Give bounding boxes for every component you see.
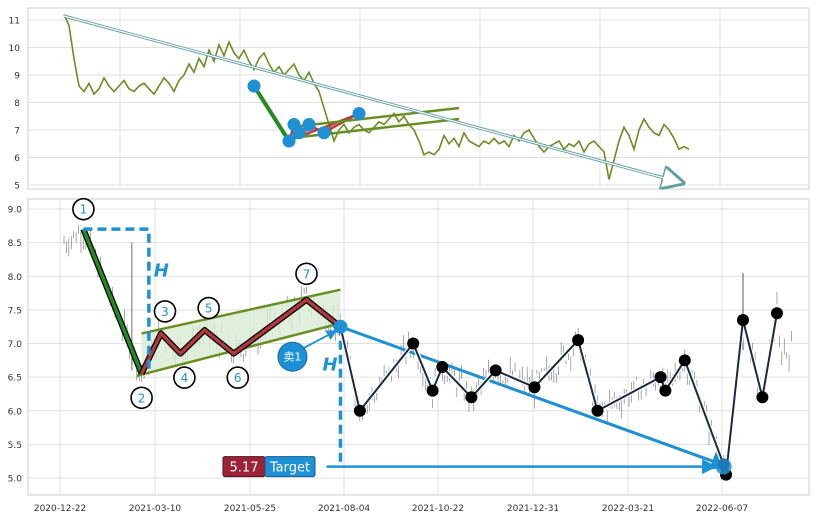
detail-point-marker bbox=[130, 386, 153, 410]
detail-point-marker bbox=[197, 296, 220, 320]
detail-x-tick-label: 2022-03-21 bbox=[602, 504, 654, 514]
overview-pattern-marker bbox=[292, 126, 306, 140]
overview-panel-frame bbox=[27, 7, 810, 190]
detail-x-tick-label: 2021-10-22 bbox=[412, 504, 464, 514]
detail-y-tick-label: 7.5 bbox=[8, 306, 22, 316]
detail-zigzag-line bbox=[339, 313, 778, 476]
detail-zigzag-dot bbox=[407, 337, 420, 350]
overview-pattern-marker bbox=[247, 79, 261, 93]
detail-target-label-box bbox=[264, 456, 316, 478]
detail-zigzag-dot bbox=[572, 334, 585, 347]
detail-x-tick-label: 2021-03-10 bbox=[129, 504, 182, 514]
overview-trend-arrow-inner bbox=[63, 15, 682, 184]
overview-pattern-marker bbox=[282, 134, 296, 148]
detail-zigzag-dot bbox=[756, 391, 769, 404]
detail-point-label: 3 bbox=[161, 305, 169, 319]
detail-target-label: Target bbox=[269, 461, 310, 476]
detail-point-marker bbox=[295, 262, 318, 286]
detail-x-ticks: 2020-12-22 2021-03-10 2021-05-25 2021-08-04… bbox=[34, 504, 748, 514]
detail-zigzag-dot bbox=[528, 381, 541, 394]
detail-height-dash-1 bbox=[83, 227, 151, 374]
overview-y-tick-label: 6 bbox=[14, 154, 20, 164]
overview-y-tick-label: 9 bbox=[14, 72, 20, 82]
detail-y-tick-label: 7.0 bbox=[8, 340, 23, 350]
detail-point-label: 5 bbox=[205, 302, 213, 316]
detail-point-label: 7 bbox=[303, 267, 311, 281]
detail-x-tick-label: 2020-12-22 bbox=[34, 504, 86, 514]
detail-point-label: 2 bbox=[138, 391, 146, 405]
detail-point-marker bbox=[72, 197, 95, 221]
detail-zigzag-dot bbox=[770, 307, 783, 320]
detail-sell-badge bbox=[277, 341, 308, 372]
overview-y-tick-label: 8 bbox=[14, 99, 20, 109]
detail-point-marker bbox=[173, 366, 196, 389]
detail-zigzag-dot bbox=[465, 391, 478, 404]
detail-x-tick-label: 2022-06-07 bbox=[696, 504, 748, 514]
overview-pattern-marker bbox=[302, 118, 316, 131]
detail-height-label-1: H bbox=[154, 260, 169, 281]
detail-x-tick-label: 2021-05-25 bbox=[224, 504, 276, 514]
detail-plot: H H 1 2 3 4 5 6 7 卖1 5.17 Target bbox=[63, 197, 792, 481]
overview-y-tick-label: 7 bbox=[14, 127, 20, 137]
detail-x-tick-label: 2021-08-04 bbox=[318, 504, 371, 514]
detail-y-tick-label: 6.0 bbox=[8, 407, 23, 417]
overview-y-tick-label: 10 bbox=[9, 44, 21, 54]
detail-zigzag-dot bbox=[654, 371, 667, 384]
detail-y-tick-label: 8.5 bbox=[8, 239, 22, 249]
detail-pattern-leg bbox=[81, 228, 144, 375]
detail-point-marker bbox=[226, 366, 250, 389]
detail-point-marker bbox=[153, 300, 177, 323]
detail-point-label: 1 bbox=[80, 203, 88, 217]
overview-channel-upper bbox=[288, 106, 460, 129]
detail-zigzag-dot bbox=[678, 354, 691, 367]
detail-y-tick-label: 5.0 bbox=[8, 475, 23, 485]
detail-point-label: 6 bbox=[234, 371, 242, 385]
detail-x-tick-label: 2021-12-31 bbox=[507, 504, 559, 514]
overview-pattern-marker bbox=[317, 126, 331, 140]
overview-price-line bbox=[63, 14, 690, 180]
overview-y-tick-label: 5 bbox=[14, 182, 20, 192]
detail-zigzag-dot bbox=[426, 384, 439, 397]
overview-y-ticks: 5 6 7 8 9 10 11 bbox=[9, 17, 21, 192]
overview-pattern-marker bbox=[352, 107, 366, 120]
detail-zigzag-dot bbox=[591, 404, 604, 417]
detail-target-marker bbox=[715, 458, 732, 475]
detail-zigzag-dot bbox=[659, 384, 672, 397]
detail-y-tick-label: 9.0 bbox=[8, 206, 23, 216]
detail-projection-arrow bbox=[339, 325, 730, 470]
detail-y-tick-label: 6.5 bbox=[8, 374, 22, 384]
detail-y-ticks: 5.0 5.5 6.0 6.5 7.0 7.5 8.0 8.5 9.0 bbox=[8, 206, 23, 485]
detail-zigzag-dot bbox=[489, 364, 502, 377]
detail-height-label-2: H bbox=[322, 354, 337, 375]
detail-sell-pointer bbox=[302, 329, 338, 350]
detail-pattern-body bbox=[140, 298, 342, 375]
detail-sell-label: 卖1 bbox=[283, 351, 301, 364]
detail-point-label: 4 bbox=[181, 371, 189, 385]
overview-y-tick-label: 11 bbox=[9, 17, 20, 27]
detail-zigzag-dot bbox=[436, 361, 449, 374]
detail-zigzag-dot bbox=[737, 313, 749, 326]
overview-plot bbox=[63, 14, 690, 184]
overview-grid bbox=[28, 8, 809, 189]
detail-target-value: 5.17 bbox=[230, 461, 259, 476]
overview-pattern-leg bbox=[252, 84, 291, 143]
overview-channel-lower bbox=[288, 117, 460, 140]
detail-y-tick-label: 5.5 bbox=[8, 441, 22, 451]
detail-zigzag-dot bbox=[353, 404, 366, 417]
detail-y-tick-label: 8.0 bbox=[8, 273, 23, 283]
